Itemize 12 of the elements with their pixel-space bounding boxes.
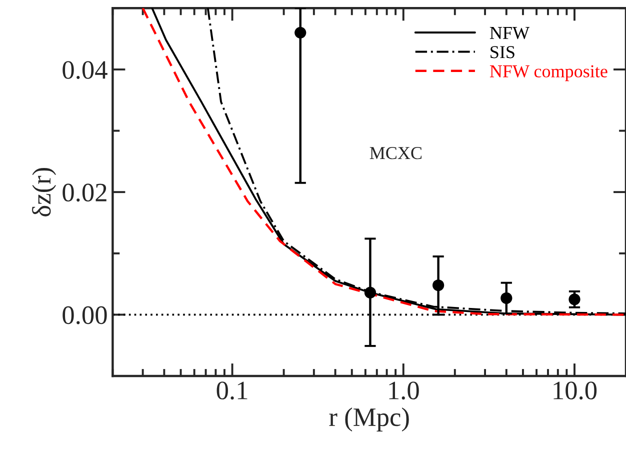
annotation: MCXC: [370, 147, 422, 160]
x-tick-label: 10.0: [554, 382, 597, 400]
legend-label: NFW composite: [490, 65, 608, 82]
x-axis-title: r (Mpc): [329, 408, 409, 432]
x-tick-label: 1.0: [389, 382, 419, 400]
legend-label: NFW: [490, 27, 530, 40]
legend-label: SIS: [490, 46, 514, 58]
y-tick-label: 0.04: [62, 61, 108, 79]
x-tick-label: 0.1: [216, 382, 248, 400]
y-tick-label: 0.02: [62, 184, 106, 202]
y-axis-title: δz(r): [32, 168, 56, 216]
y-tick-label: 0.00: [62, 306, 107, 324]
